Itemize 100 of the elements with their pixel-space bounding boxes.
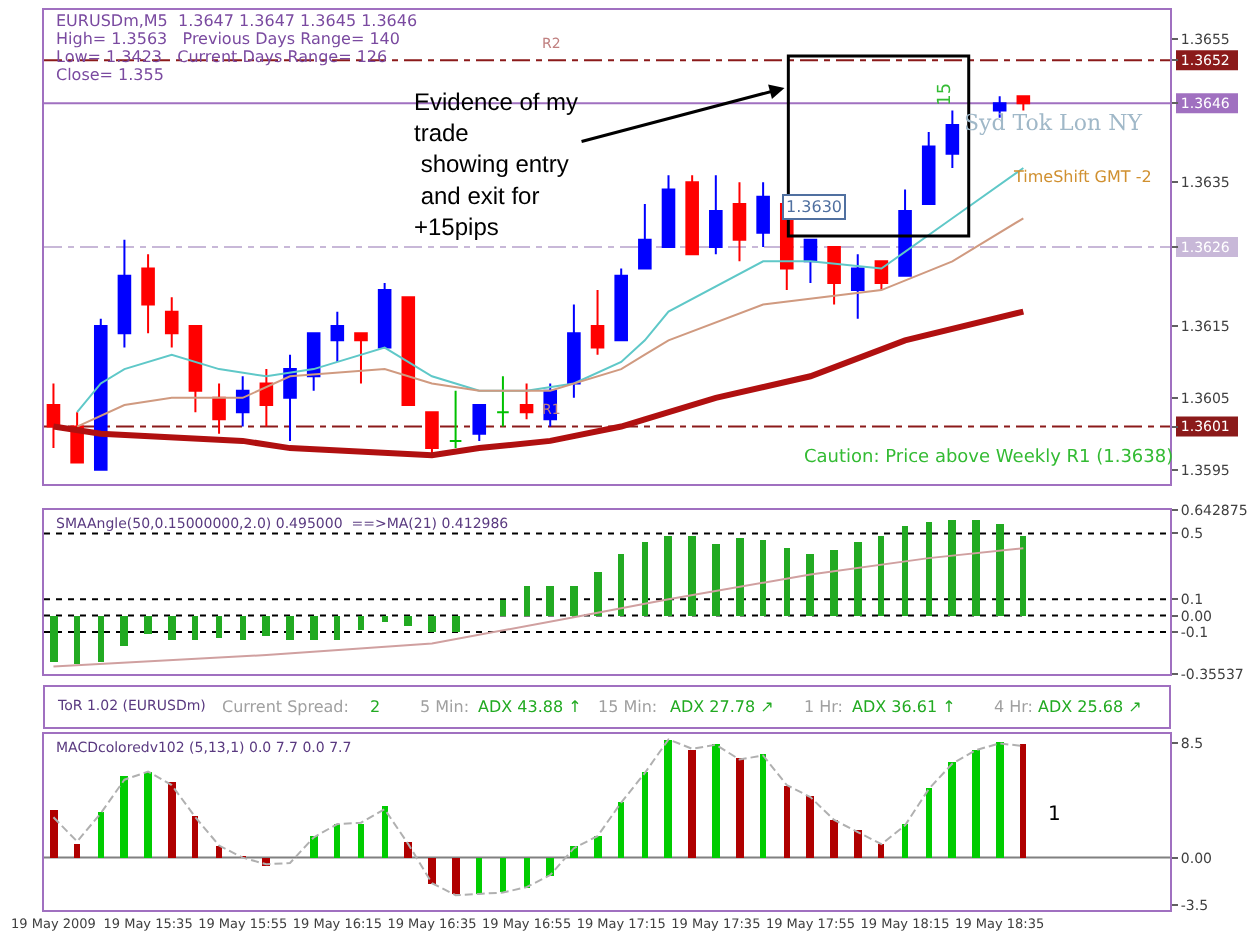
- bar: [98, 616, 104, 662]
- bar: [358, 616, 364, 630]
- bar: [476, 858, 482, 894]
- candlestick: [425, 411, 439, 457]
- text: 4 Hr:: [994, 698, 1033, 716]
- bar: [74, 844, 80, 858]
- bar: [996, 742, 1004, 858]
- bar: [1020, 536, 1026, 616]
- candlestick: [472, 404, 487, 442]
- bar: [712, 744, 720, 858]
- candlestick: [1016, 95, 1031, 112]
- candlestick: [921, 131, 936, 205]
- candlestick: [401, 296, 416, 406]
- bar: [806, 554, 814, 616]
- bar: [760, 754, 766, 858]
- candlestick: [330, 310, 345, 363]
- candlestick: [448, 389, 463, 450]
- candlestick: [259, 368, 274, 428]
- bar: [618, 802, 624, 858]
- bar: [382, 616, 388, 622]
- bar: [500, 858, 506, 892]
- bar: [926, 522, 932, 616]
- bar: [712, 544, 720, 616]
- bar: [948, 520, 956, 616]
- annotation: 1: [1048, 804, 1061, 826]
- candlestick: [898, 188, 912, 277]
- bar: [334, 824, 340, 858]
- bar: [428, 616, 436, 632]
- candlestick: [46, 382, 61, 450]
- candlestick: [188, 325, 203, 414]
- bar: [784, 548, 790, 616]
- bar: [688, 536, 696, 616]
- bar: [286, 616, 294, 640]
- bar: [736, 538, 744, 616]
- annotation: TimeShift GMT -2: [1012, 168, 1152, 186]
- bar: [50, 616, 58, 662]
- bar: [546, 858, 554, 876]
- bar: [192, 616, 198, 640]
- bar: [642, 542, 648, 616]
- line-series: [76, 217, 1025, 428]
- candlestick: [590, 289, 605, 356]
- annotation: EURUSDm,M5 1.3647 1.3647 1.3645 1.3646: [56, 12, 418, 30]
- candlestick: [803, 238, 818, 284]
- candlestick: [164, 296, 179, 349]
- candlestick: [212, 382, 226, 435]
- candlestick: [661, 174, 676, 248]
- bar: [382, 806, 388, 858]
- text: 5 Min:: [420, 698, 470, 716]
- annotation: 1.3630: [786, 198, 842, 216]
- bar: [972, 750, 980, 858]
- bar: [736, 758, 744, 858]
- bar: [334, 616, 340, 640]
- candlestick: [685, 174, 699, 256]
- text: 2: [370, 698, 381, 716]
- candlestick: [141, 253, 155, 335]
- candlestick: [519, 382, 534, 421]
- bar: [168, 616, 176, 640]
- bar: [878, 536, 884, 616]
- candlestick: [756, 181, 770, 248]
- candlestick: [567, 303, 581, 399]
- bar: [50, 810, 58, 858]
- annotation: Close= 1.355: [56, 66, 164, 84]
- bar: [216, 616, 222, 638]
- candlestick: [850, 253, 865, 320]
- bar: [926, 788, 932, 858]
- bar: [98, 812, 104, 858]
- bar: [594, 836, 602, 858]
- bar: [262, 616, 270, 636]
- bar: [310, 616, 318, 640]
- bar: [404, 616, 412, 626]
- bar: [452, 858, 460, 894]
- candlestick: [117, 238, 132, 349]
- bar: [524, 586, 530, 616]
- candlestick: [709, 174, 723, 256]
- bar: [854, 542, 862, 616]
- bar: [168, 782, 176, 858]
- bar: [854, 830, 862, 858]
- bar: [948, 762, 956, 858]
- bar: [570, 586, 578, 616]
- bar: [500, 600, 506, 616]
- bar: [642, 772, 648, 858]
- bar: [428, 858, 436, 884]
- text: ADX 43.88 ↑: [478, 698, 582, 716]
- line-series: [52, 547, 1025, 668]
- bar: [878, 844, 884, 858]
- bar: [760, 540, 766, 616]
- bar: [546, 586, 554, 616]
- bar: [1020, 744, 1026, 858]
- bar: [216, 846, 222, 858]
- bar: [784, 786, 790, 858]
- bar: [688, 750, 696, 858]
- annotation: High= 1.3563 Previous Days Range= 140: [56, 30, 400, 48]
- bar: [902, 526, 908, 616]
- bar: [830, 550, 838, 616]
- text: ADX 25.68 ↗: [1038, 698, 1142, 716]
- text: Current Spread:: [222, 698, 349, 716]
- text: ADX 27.78 ↗: [670, 698, 774, 716]
- bar: [240, 616, 246, 640]
- bar: [192, 816, 198, 858]
- candlestick: [638, 202, 652, 270]
